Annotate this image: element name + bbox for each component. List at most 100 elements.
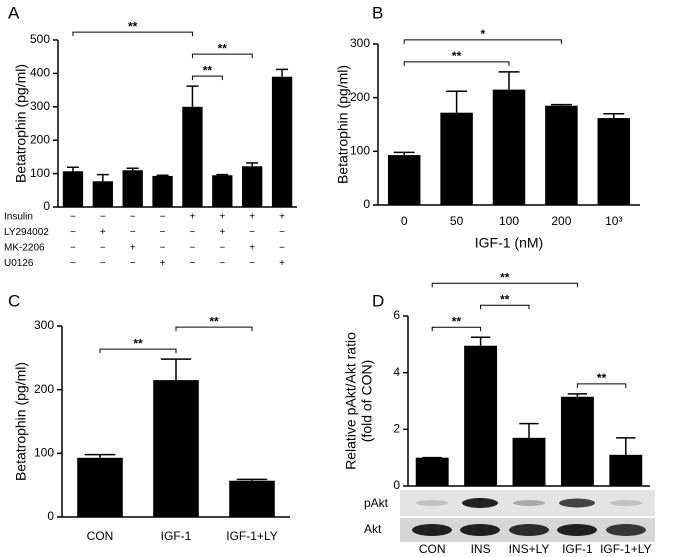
significance-label: ** <box>452 49 462 63</box>
significance-label: ** <box>500 270 510 284</box>
x-tick-label: 10³ <box>605 214 622 228</box>
treatment-sign: − <box>279 227 285 238</box>
y-axis-title: Betatrophin (pg/ml) <box>335 65 351 184</box>
x-tick-label: 50 <box>450 214 464 228</box>
x-axis-title: IGF-1 (nM) <box>475 235 543 251</box>
significance-bracket <box>431 282 578 288</box>
treatment-sign: + <box>249 243 255 254</box>
treatment-name: Insulin <box>4 212 33 223</box>
treatment-sign: − <box>70 212 76 223</box>
significance-bracket <box>175 326 253 332</box>
y-axis-title: Betatrophin (pg/ml) <box>13 64 29 183</box>
significance-bracket <box>403 61 510 66</box>
panel-label: A <box>8 3 20 22</box>
y-tick-label: 4 <box>393 365 400 379</box>
treatment-sign: − <box>249 258 255 269</box>
bar <box>597 118 631 205</box>
x-tick-label: IGF-1 <box>161 529 192 543</box>
blot-band <box>606 524 646 536</box>
bar <box>387 155 421 205</box>
treatment-sign: − <box>70 227 76 238</box>
blot-band <box>610 500 642 506</box>
treatment-sign: − <box>219 258 225 269</box>
bar <box>62 171 84 207</box>
bar <box>152 175 173 207</box>
y-tick-label: 0 <box>363 197 370 211</box>
treatment-sign: + <box>219 212 225 223</box>
treatment-sign: − <box>160 243 166 254</box>
x-tick-label: IGF-1+LY <box>226 529 277 543</box>
significance-label: ** <box>597 371 607 385</box>
treatment-sign: − <box>190 258 196 269</box>
treatment-sign: − <box>70 258 76 269</box>
bar <box>242 166 263 207</box>
significance-bracket <box>480 304 530 310</box>
treatment-sign: − <box>190 243 196 254</box>
treatment-sign: − <box>160 227 166 238</box>
significance-label: ** <box>209 314 219 328</box>
treatment-name: U0126 <box>4 258 34 269</box>
blot-band <box>412 524 452 536</box>
bar <box>122 170 143 207</box>
y-tick-label: 200 <box>34 382 54 396</box>
bar <box>153 380 199 517</box>
x-tick-label: CON <box>87 529 114 543</box>
western-blot <box>400 490 655 542</box>
significance-bracket <box>403 39 562 44</box>
treatment-sign: − <box>249 227 255 238</box>
bar <box>492 89 526 205</box>
treatment-sign: + <box>160 258 166 269</box>
treatment-sign: + <box>130 243 136 254</box>
blot-label: Akt <box>364 522 382 536</box>
x-tick-label: 100 <box>499 214 519 228</box>
significance-label: ** <box>452 314 462 328</box>
treatment-sign: + <box>249 212 255 223</box>
treatment-name: MK-2206 <box>4 243 45 254</box>
bar <box>609 454 643 486</box>
y-tick-label: 200 <box>30 132 50 146</box>
blot-band <box>416 500 448 506</box>
x-tick-label: IGF-1+LY <box>600 542 651 556</box>
significance-bracket <box>191 53 253 59</box>
bar <box>545 105 578 205</box>
treatment-sign: − <box>190 227 196 238</box>
x-tick-label: 0 <box>401 214 408 228</box>
blot-strip <box>400 490 655 516</box>
blot-band <box>509 524 549 536</box>
blot-band <box>557 524 597 536</box>
treatment-sign: + <box>190 212 196 223</box>
blot-band <box>559 498 595 508</box>
y-tick-label: 6 <box>393 308 400 322</box>
treatment-sign: − <box>100 212 106 223</box>
treatment-sign: + <box>279 212 285 223</box>
y-tick-label: 500 <box>30 32 50 46</box>
x-tick-label: IGF-1 <box>562 542 593 556</box>
y-tick-label: 0 <box>47 509 54 523</box>
treatment-sign: − <box>100 243 106 254</box>
y-tick-label: 0 <box>393 478 400 492</box>
treatment-name: LY294002 <box>4 227 49 238</box>
y-tick-label: 100 <box>34 446 54 460</box>
significance-label: ** <box>500 292 510 306</box>
treatment-sign: − <box>70 243 76 254</box>
bar <box>182 106 203 207</box>
bar <box>512 437 546 486</box>
significance-bracket <box>191 75 223 81</box>
bar <box>77 457 123 517</box>
significance-bracket <box>72 31 193 37</box>
bar <box>440 112 473 205</box>
bar <box>212 175 233 207</box>
blot-label: pAkt <box>364 496 389 510</box>
bar <box>415 457 449 486</box>
significance-label: ** <box>128 19 138 33</box>
significance-label: ** <box>133 336 143 350</box>
x-tick-label: INS+LY <box>509 542 550 556</box>
y-axis-title: Betatrophin (pg/ml) <box>13 362 29 481</box>
significance-bracket <box>576 383 627 388</box>
significance-label: * <box>480 27 485 41</box>
x-tick-label: INS <box>471 542 491 556</box>
significance-label: ** <box>218 41 228 55</box>
treatment-sign: − <box>100 258 106 269</box>
y-tick-label: 100 <box>350 144 370 158</box>
bar <box>560 396 594 486</box>
